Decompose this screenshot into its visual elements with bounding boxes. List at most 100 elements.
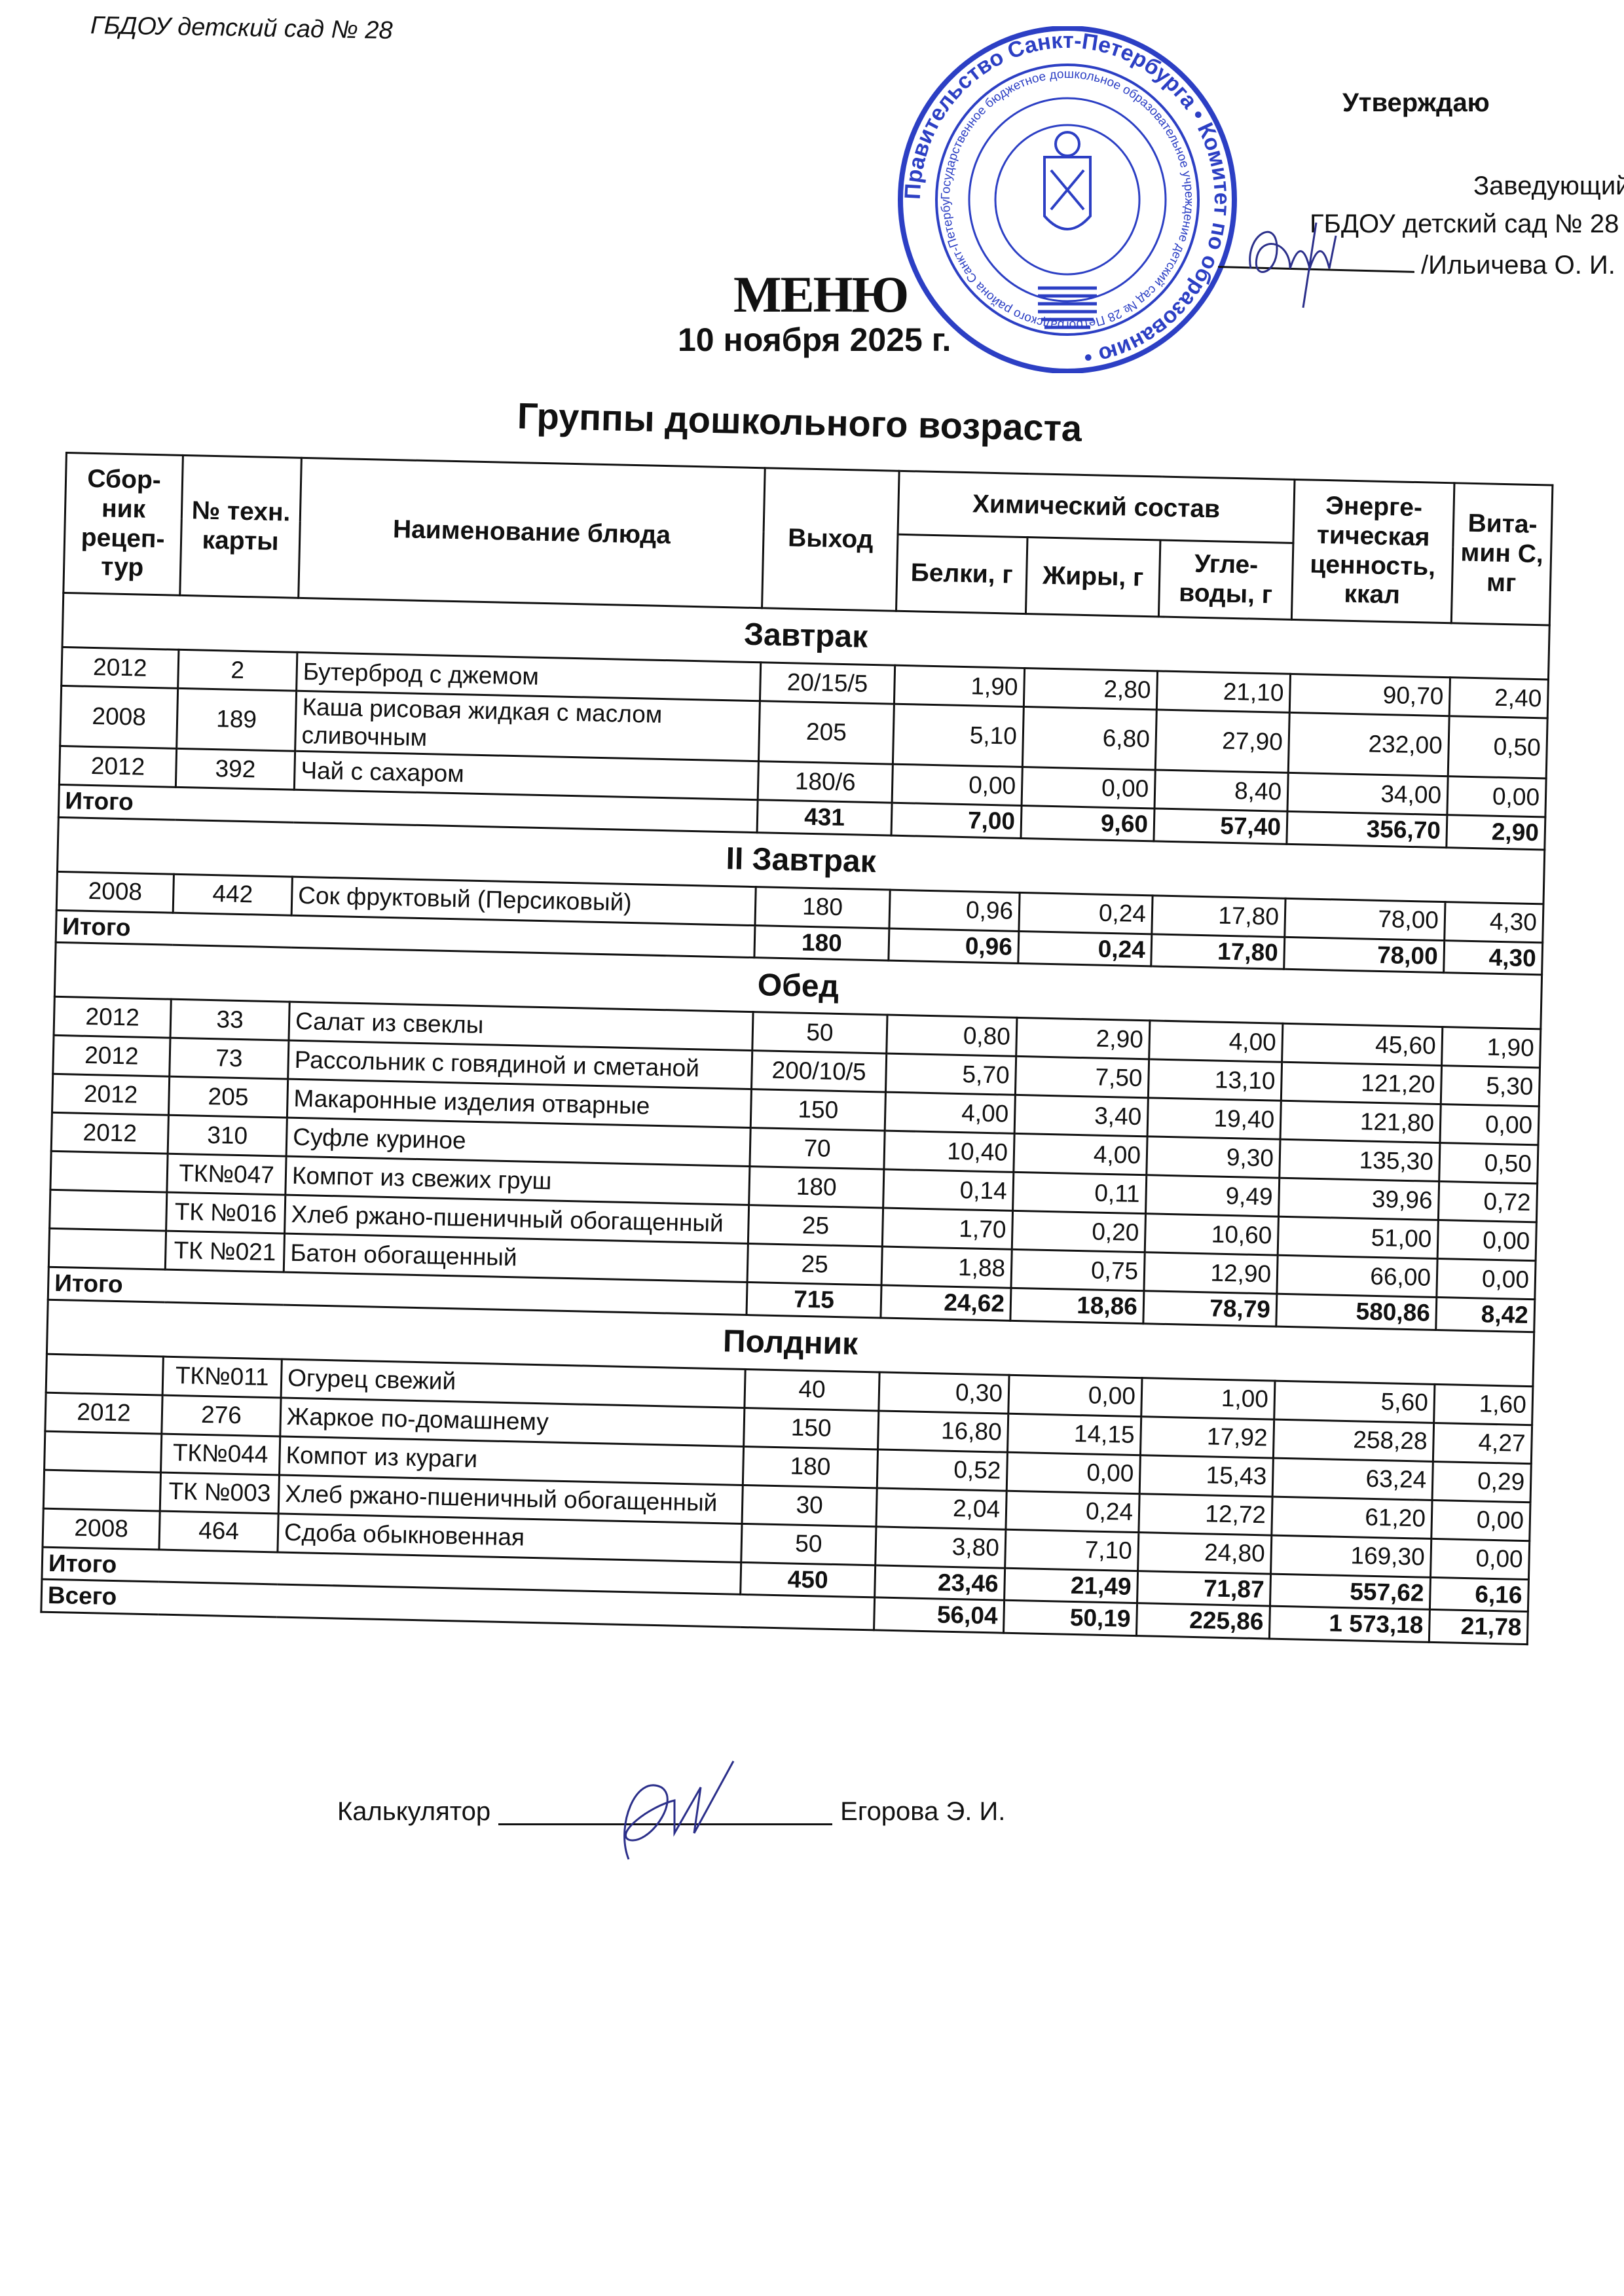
total-energy: 557,62 bbox=[1270, 1573, 1431, 1610]
cell-energy: 5,60 bbox=[1274, 1380, 1435, 1423]
header-fat: Жиры, г bbox=[1025, 537, 1160, 617]
total-protein: 23,46 bbox=[874, 1565, 1005, 1601]
total-carbs: 71,87 bbox=[1137, 1571, 1271, 1607]
header-vitamin-c: Вита-мин С, мг bbox=[1451, 483, 1553, 626]
grand-total-protein: 56,04 bbox=[874, 1597, 1005, 1633]
cell-fat: 0,20 bbox=[1012, 1211, 1146, 1252]
grand-total-energy: 1 573,18 bbox=[1269, 1606, 1430, 1643]
cell-vitamin-c: 0,00 bbox=[1436, 1258, 1536, 1300]
cell-card: ТК№044 bbox=[160, 1433, 280, 1475]
cell-vitamin-c: 4,27 bbox=[1433, 1423, 1532, 1464]
cell-collection: 2012 bbox=[59, 746, 177, 788]
cell-vitamin-c: 0,00 bbox=[1437, 1220, 1537, 1261]
cell-vitamin-c: 0,72 bbox=[1438, 1181, 1538, 1222]
cell-energy: 135,30 bbox=[1279, 1139, 1440, 1182]
total-protein: 24,62 bbox=[880, 1285, 1011, 1321]
total-vitamin-c: 6,16 bbox=[1430, 1577, 1529, 1612]
cell-collection: 2012 bbox=[45, 1392, 163, 1434]
cell-card: 2 bbox=[177, 649, 297, 691]
cell-carbs: 13,10 bbox=[1148, 1059, 1282, 1101]
menu-table: Сбор-ник рецеп-тур № техн. карты Наимено… bbox=[40, 452, 1553, 1645]
cell-energy: 51,00 bbox=[1278, 1216, 1439, 1259]
header-chemical: Химический состав bbox=[898, 471, 1295, 543]
cell-fat: 3,40 bbox=[1014, 1095, 1149, 1137]
cell-protein: 0,00 bbox=[892, 764, 1023, 806]
cell-output: 25 bbox=[748, 1205, 883, 1247]
cell-output: 25 bbox=[747, 1243, 883, 1286]
cell-card: 189 bbox=[176, 688, 297, 752]
cell-collection: 2008 bbox=[60, 685, 178, 749]
cell-carbs: 10,60 bbox=[1145, 1213, 1279, 1256]
cell-card: 310 bbox=[168, 1115, 287, 1157]
cell-carbs: 1,00 bbox=[1141, 1377, 1276, 1419]
cell-fat: 0,24 bbox=[1005, 1490, 1140, 1533]
cell-carbs: 12,72 bbox=[1138, 1493, 1273, 1535]
cell-protein: 10,40 bbox=[883, 1131, 1015, 1173]
cell-vitamin-c: 2,40 bbox=[1449, 677, 1549, 718]
cell-card: ТК№011 bbox=[162, 1356, 282, 1398]
cell-protein: 0,30 bbox=[878, 1372, 1010, 1413]
cell-output: 20/15/5 bbox=[760, 662, 895, 704]
cell-fat: 0,00 bbox=[1022, 767, 1156, 809]
cell-vitamin-c: 0,50 bbox=[1448, 716, 1548, 779]
header-energy: Энерге-тическая ценность, ккал bbox=[1291, 479, 1454, 623]
cell-collection: 2012 bbox=[51, 1112, 169, 1154]
cell-energy: 258,28 bbox=[1273, 1419, 1434, 1462]
cell-energy: 232,00 bbox=[1288, 712, 1450, 776]
total-vitamin-c: 2,90 bbox=[1446, 814, 1545, 850]
cell-collection: 2012 bbox=[52, 1074, 170, 1116]
cell-output: 180 bbox=[754, 886, 891, 928]
cell-protein: 3,80 bbox=[875, 1526, 1006, 1568]
cell-collection bbox=[48, 1228, 166, 1270]
cell-output: 70 bbox=[749, 1127, 885, 1170]
cell-collection bbox=[50, 1151, 168, 1193]
total-output: 180 bbox=[754, 925, 889, 961]
cell-vitamin-c: 0,00 bbox=[1439, 1104, 1540, 1146]
cell-carbs: 15,43 bbox=[1139, 1455, 1274, 1497]
cell-carbs: 12,90 bbox=[1143, 1252, 1278, 1294]
calculator-name: Егорова Э. И. bbox=[840, 1797, 1006, 1826]
cell-collection bbox=[44, 1430, 162, 1472]
cell-vitamin-c: 0,29 bbox=[1432, 1461, 1532, 1503]
cell-energy: 78,00 bbox=[1284, 898, 1446, 941]
total-vitamin-c: 4,30 bbox=[1443, 940, 1543, 975]
total-output: 431 bbox=[757, 799, 893, 835]
cell-vitamin-c: 1,90 bbox=[1441, 1027, 1541, 1068]
cell-carbs: 9,30 bbox=[1146, 1136, 1281, 1178]
cell-protein: 1,70 bbox=[882, 1208, 1013, 1250]
group-title: Группы дошкольного возраста bbox=[517, 395, 1082, 449]
cell-card: 33 bbox=[170, 999, 290, 1041]
cell-vitamin-c: 0,50 bbox=[1439, 1142, 1538, 1184]
header-output: Выход bbox=[762, 467, 900, 611]
header-collection: Сбор-ник рецеп-тур bbox=[63, 452, 183, 596]
cell-energy: 61,20 bbox=[1271, 1496, 1433, 1539]
cell-protein: 5,10 bbox=[893, 704, 1024, 767]
header-card: № техн. карты bbox=[179, 455, 302, 598]
total-protein: 7,00 bbox=[891, 803, 1022, 839]
total-fat: 21,49 bbox=[1004, 1567, 1138, 1603]
total-fat: 9,60 bbox=[1020, 805, 1155, 841]
approver-title: Заведующий bbox=[1473, 172, 1624, 200]
total-energy: 356,70 bbox=[1286, 811, 1447, 848]
cell-protein: 0,96 bbox=[889, 889, 1020, 932]
total-carbs: 17,80 bbox=[1151, 934, 1285, 970]
total-energy: 580,86 bbox=[1276, 1294, 1437, 1330]
cell-protein: 1,90 bbox=[894, 665, 1025, 707]
grand-total-carbs: 225,86 bbox=[1136, 1603, 1270, 1639]
grand-total-fat: 50,19 bbox=[1003, 1600, 1137, 1636]
cell-output: 200/10/5 bbox=[751, 1050, 887, 1093]
cell-collection: 2012 bbox=[61, 647, 179, 689]
menu-table-wrapper: Сбор-ник рецеп-тур № техн. карты Наимено… bbox=[40, 452, 1553, 1645]
cell-protein: 16,80 bbox=[877, 1410, 1008, 1452]
approver-name: /Ильичева О. И. bbox=[1421, 251, 1615, 280]
cell-vitamin-c: 0,00 bbox=[1430, 1539, 1530, 1580]
cell-energy: 121,20 bbox=[1281, 1062, 1442, 1104]
cell-output: 180 bbox=[748, 1166, 884, 1209]
cell-collection bbox=[43, 1469, 161, 1511]
menu-date: 10 ноября 2025 г. bbox=[678, 321, 951, 358]
cell-protein: 4,00 bbox=[885, 1092, 1016, 1134]
cell-vitamin-c: 0,00 bbox=[1431, 1500, 1531, 1541]
cell-protein: 0,80 bbox=[886, 1015, 1017, 1057]
cell-vitamin-c: 5,30 bbox=[1441, 1065, 1540, 1107]
cell-energy: 34,00 bbox=[1287, 773, 1449, 815]
